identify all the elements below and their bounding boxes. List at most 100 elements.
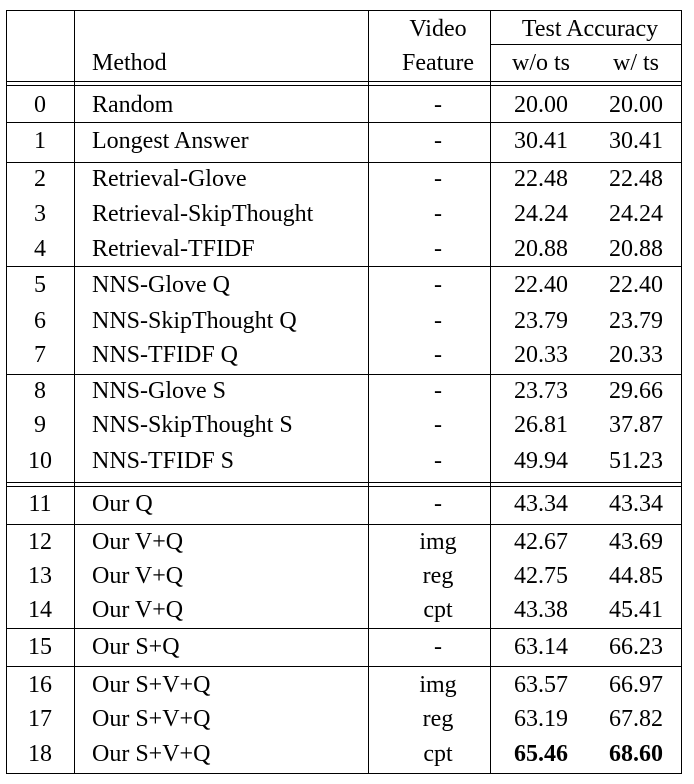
row-video-feature: reg [422, 706, 454, 732]
vertical-rule [368, 10, 369, 774]
horizontal-rule [6, 666, 682, 667]
row-method: Retrieval-Glove [92, 166, 247, 192]
row-method: Our S+V+Q [92, 741, 211, 767]
row-index: 6 [34, 308, 46, 334]
row-video-feature: - [434, 272, 442, 298]
row-video-feature: - [434, 378, 442, 404]
row-video-feature: - [434, 201, 442, 227]
row-method: NNS-Glove Q [92, 272, 230, 298]
horizontal-rule [6, 628, 682, 629]
header-wo-ts: w/o ts [511, 50, 570, 76]
row-method: Retrieval-SkipThought [92, 201, 314, 227]
row-accuracy-w-ts: 44.85 [609, 563, 663, 589]
row-video-feature: img [419, 529, 457, 555]
row-accuracy-wo-ts: 30.41 [514, 128, 568, 154]
header-w-ts: w/ ts [612, 50, 659, 76]
row-method: Our V+Q [92, 597, 184, 623]
header-method: Method [92, 50, 167, 76]
horizontal-rule [6, 81, 682, 82]
row-accuracy-w-ts: 43.69 [609, 529, 663, 555]
row-method: Longest Answer [92, 128, 249, 154]
row-accuracy-w-ts: 30.41 [609, 128, 663, 154]
row-accuracy-wo-ts: 23.79 [514, 308, 568, 334]
row-index: 16 [28, 672, 52, 698]
row-index: 14 [28, 597, 52, 623]
vertical-rule [6, 10, 7, 774]
row-video-feature: reg [422, 563, 454, 589]
row-index: 12 [28, 529, 52, 555]
row-video-feature: - [434, 491, 442, 517]
row-method: Retrieval-TFIDF [92, 236, 255, 262]
row-accuracy-w-ts: 37.87 [609, 412, 663, 438]
horizontal-rule [6, 482, 682, 483]
row-accuracy-wo-ts: 42.67 [514, 529, 568, 555]
row-video-feature: - [434, 166, 442, 192]
row-method: NNS-SkipThought S [92, 412, 293, 438]
horizontal-rule [6, 10, 682, 11]
row-accuracy-wo-ts: 22.40 [514, 272, 568, 298]
row-method: Our S+V+Q [92, 706, 211, 732]
row-accuracy-w-ts: 68.60 [609, 741, 663, 767]
row-method: Our S+Q [92, 634, 180, 660]
row-accuracy-w-ts: 20.00 [609, 92, 663, 118]
vertical-rule [490, 10, 491, 774]
horizontal-rule [6, 122, 682, 123]
row-index: 5 [34, 272, 46, 298]
row-accuracy-w-ts: 43.34 [609, 491, 663, 517]
row-index: 4 [34, 236, 46, 262]
row-index: 10 [28, 448, 52, 474]
row-accuracy-w-ts: 20.88 [609, 236, 663, 262]
row-method: Our V+Q [92, 563, 184, 589]
row-accuracy-w-ts: 22.48 [609, 166, 663, 192]
vertical-rule [681, 10, 682, 774]
row-index: 3 [34, 201, 46, 227]
row-index: 11 [28, 491, 52, 517]
row-accuracy-w-ts: 22.40 [609, 272, 663, 298]
row-index: 0 [34, 92, 46, 118]
results-table: Method Video Feature Test Accuracy w/o t… [6, 10, 682, 774]
horizontal-rule [6, 773, 682, 774]
horizontal-rule [6, 374, 682, 375]
row-accuracy-wo-ts: 49.94 [514, 448, 568, 474]
horizontal-rule [490, 44, 682, 45]
row-accuracy-w-ts: 67.82 [609, 706, 663, 732]
row-accuracy-w-ts: 45.41 [609, 597, 663, 623]
row-accuracy-wo-ts: 20.00 [514, 92, 568, 118]
horizontal-rule [6, 162, 682, 163]
row-accuracy-wo-ts: 20.88 [514, 236, 568, 262]
horizontal-rule [6, 524, 682, 525]
row-index: 15 [28, 634, 52, 660]
row-video-feature: - [434, 634, 442, 660]
row-index: 2 [34, 166, 46, 192]
header-test-accuracy: Test Accuracy [521, 16, 659, 42]
row-method: NNS-Glove S [92, 378, 227, 404]
row-index: 7 [34, 342, 46, 368]
row-method: Our V+Q [92, 529, 184, 555]
row-index: 17 [28, 706, 52, 732]
row-accuracy-wo-ts: 42.75 [514, 563, 568, 589]
row-accuracy-wo-ts: 24.24 [514, 201, 568, 227]
row-method: Our Q [92, 491, 153, 517]
row-index: 8 [34, 378, 46, 404]
row-index: 18 [28, 741, 52, 767]
row-video-feature: cpt [423, 597, 453, 623]
row-method: Random [92, 92, 174, 118]
row-method: NNS-SkipThought Q [92, 308, 297, 334]
row-accuracy-wo-ts: 20.33 [514, 342, 568, 368]
row-video-feature: - [434, 128, 442, 154]
row-accuracy-wo-ts: 65.46 [514, 741, 568, 767]
row-accuracy-wo-ts: 22.48 [514, 166, 568, 192]
row-video-feature: - [434, 448, 442, 474]
row-method: Our S+V+Q [92, 672, 211, 698]
row-method: NNS-TFIDF Q [92, 342, 239, 368]
horizontal-rule [6, 266, 682, 267]
row-accuracy-w-ts: 66.97 [609, 672, 663, 698]
row-accuracy-wo-ts: 23.73 [514, 378, 568, 404]
row-video-feature: - [434, 92, 442, 118]
row-accuracy-w-ts: 29.66 [609, 378, 663, 404]
row-video-feature: cpt [423, 741, 453, 767]
row-accuracy-w-ts: 66.23 [609, 634, 663, 660]
row-method: NNS-TFIDF S [92, 448, 235, 474]
row-video-feature: - [434, 412, 442, 438]
row-accuracy-wo-ts: 43.34 [514, 491, 568, 517]
